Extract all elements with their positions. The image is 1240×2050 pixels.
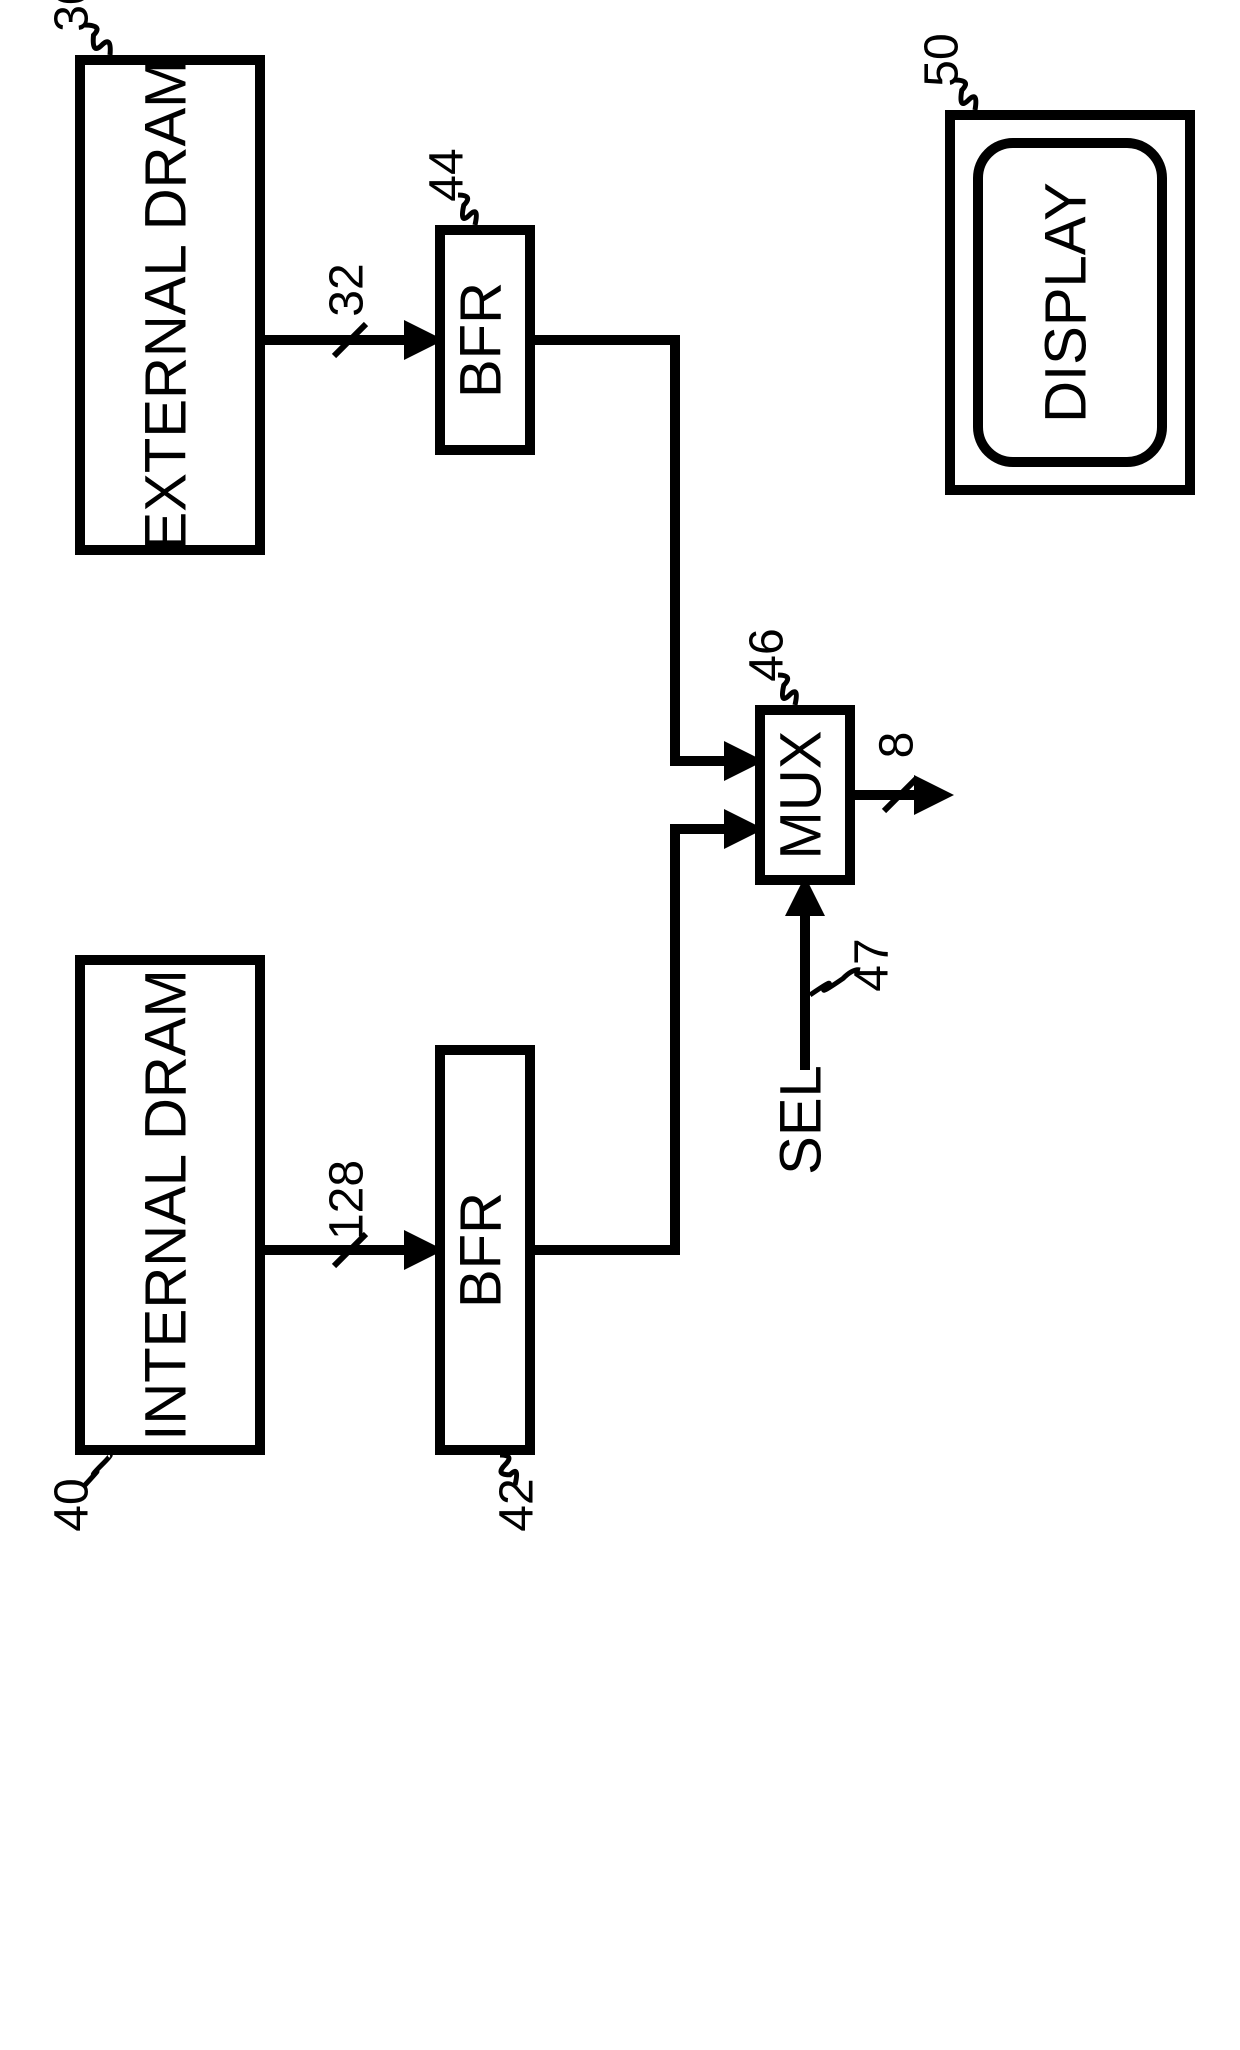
- external_dram-label: EXTERNAL DRAM: [133, 60, 198, 551]
- sel-label: SEL: [768, 1065, 833, 1175]
- bfr_top-label: BFR: [448, 282, 513, 398]
- display-ref: 50: [916, 33, 969, 86]
- bfr-top-ref: 44: [421, 148, 474, 201]
- mux-label: MUX: [768, 731, 833, 860]
- edge-bfr-bottom-to-mux: [530, 829, 754, 1250]
- internal-dram-ref: 40: [46, 1478, 99, 1531]
- bus-int-width: 128: [321, 1160, 374, 1240]
- mux-ref: 46: [741, 628, 794, 681]
- external-dram-ref: 30: [46, 0, 99, 32]
- bus-ext-width: 32: [321, 263, 374, 316]
- bfr-bottom-ref: 42: [491, 1478, 544, 1531]
- display-label: DISPLAY: [1033, 182, 1098, 423]
- bus-out-width: 8: [871, 732, 924, 759]
- bfr_bottom-label: BFR: [448, 1192, 513, 1308]
- edge-bfr-top-to-mux: [530, 340, 754, 761]
- internal_dram-label: INTERNAL DRAM: [133, 969, 198, 1441]
- sel-ref: 47: [846, 938, 899, 991]
